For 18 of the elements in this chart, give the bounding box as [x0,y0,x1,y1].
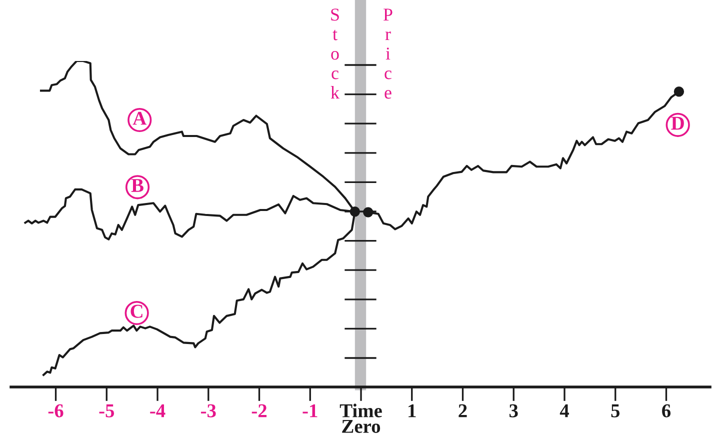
x-tick-label: Time Zero [340,404,382,433]
series-label: D [671,116,684,130]
x-tick-label: 1 [408,404,416,418]
x-tick-label: -4 [150,404,166,418]
x-tick-label: 4 [560,404,569,418]
series-label: B [131,179,144,192]
text: Stock Price [330,8,392,99]
x-tick-label: 2 [458,404,467,418]
x-tick-label: 3 [510,404,518,418]
series-label: C [130,304,142,318]
x-tick-label: 6 [662,404,671,418]
x-tick-label: -1 [302,404,318,418]
x-tick-label: -6 [48,404,64,418]
x-tick-label: -5 [99,404,114,418]
x-tick-label: -3 [201,404,216,418]
x-tick-label: 5 [611,404,620,418]
series-label: A [132,112,146,125]
x-tick-label: -2 [252,404,267,418]
